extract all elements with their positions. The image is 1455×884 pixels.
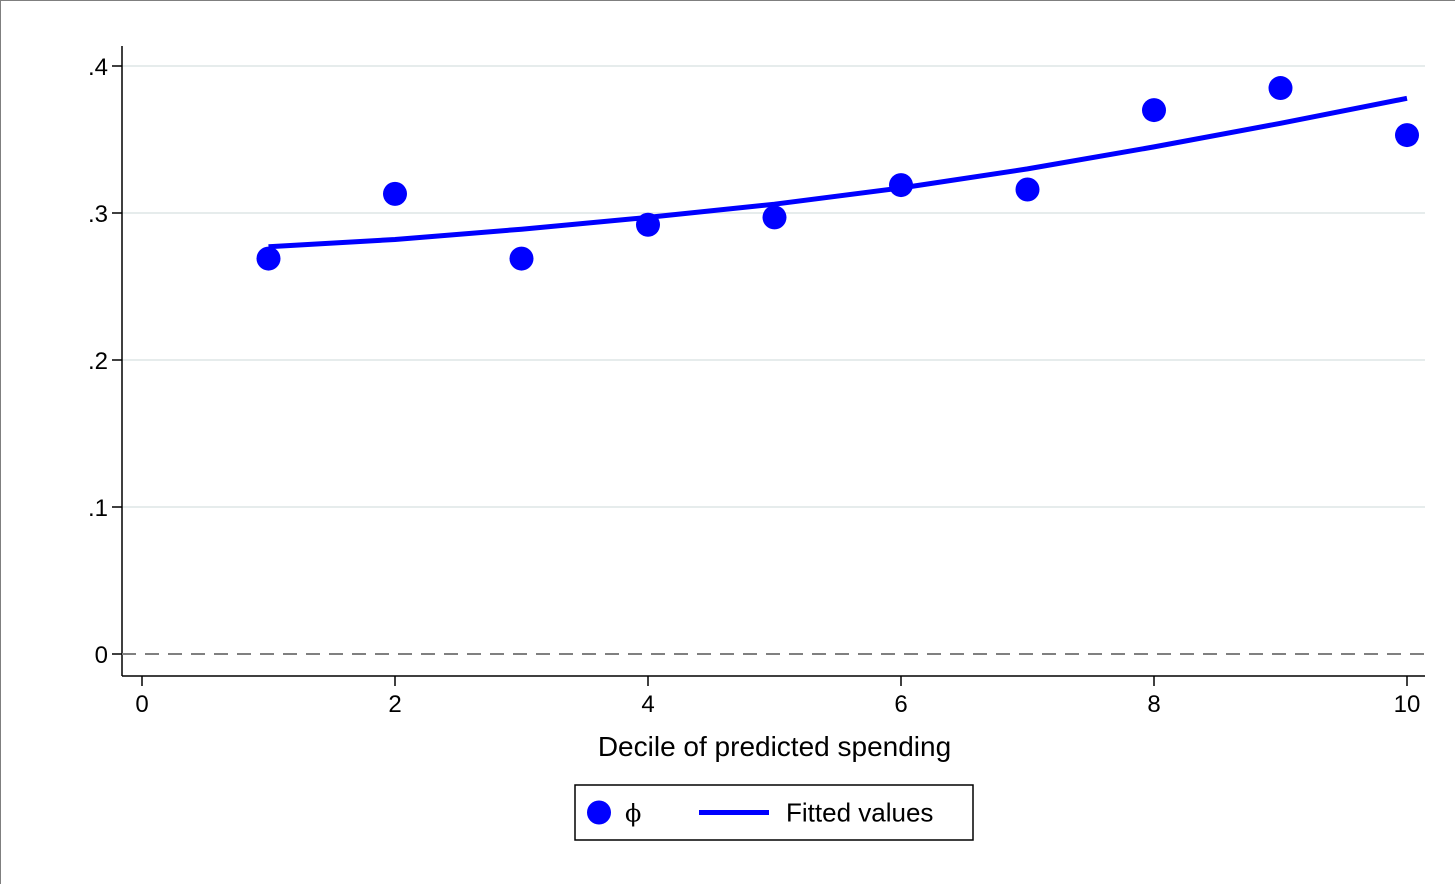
- legend-label-fitted: Fitted values: [786, 798, 933, 828]
- x-tick-label: 8: [1147, 691, 1160, 718]
- data-point: [889, 173, 913, 198]
- x-tick-label: 6: [894, 691, 907, 718]
- fitted-values-line: [268, 95, 1408, 250]
- legend: ϕ Fitted values: [574, 784, 974, 841]
- data-point: [509, 246, 534, 271]
- x-tick-label: 4: [641, 691, 654, 718]
- data-point: [1268, 76, 1293, 101]
- x-axis-title: Decile of predicted spending: [598, 731, 951, 762]
- fitted-line-group: [268, 95, 1408, 250]
- data-point: [256, 246, 281, 271]
- y-tick-label: .3: [88, 201, 108, 228]
- data-point: [636, 212, 660, 237]
- scatter-points-group: [256, 76, 1419, 271]
- axes: 0 .1 .2 .3 .4 0 2 4 6 8 10: [88, 46, 1425, 718]
- data-point: [1142, 98, 1166, 123]
- y-tick-label: .1: [88, 495, 108, 522]
- data-point: [1395, 123, 1419, 148]
- data-point: [1015, 177, 1040, 202]
- legend-marker-phi: [587, 800, 611, 825]
- y-tick-label: 0: [95, 642, 108, 669]
- data-point: [383, 181, 407, 206]
- x-tick-label: 10: [1394, 691, 1421, 718]
- legend-label-phi: ϕ: [625, 800, 641, 828]
- data-point: [762, 205, 787, 230]
- y-tick-label: .4: [88, 54, 108, 81]
- x-tick-label: 0: [135, 691, 148, 718]
- y-tick-label: .2: [88, 348, 108, 375]
- legend-box: [574, 784, 974, 841]
- x-tick-label: 2: [388, 691, 401, 718]
